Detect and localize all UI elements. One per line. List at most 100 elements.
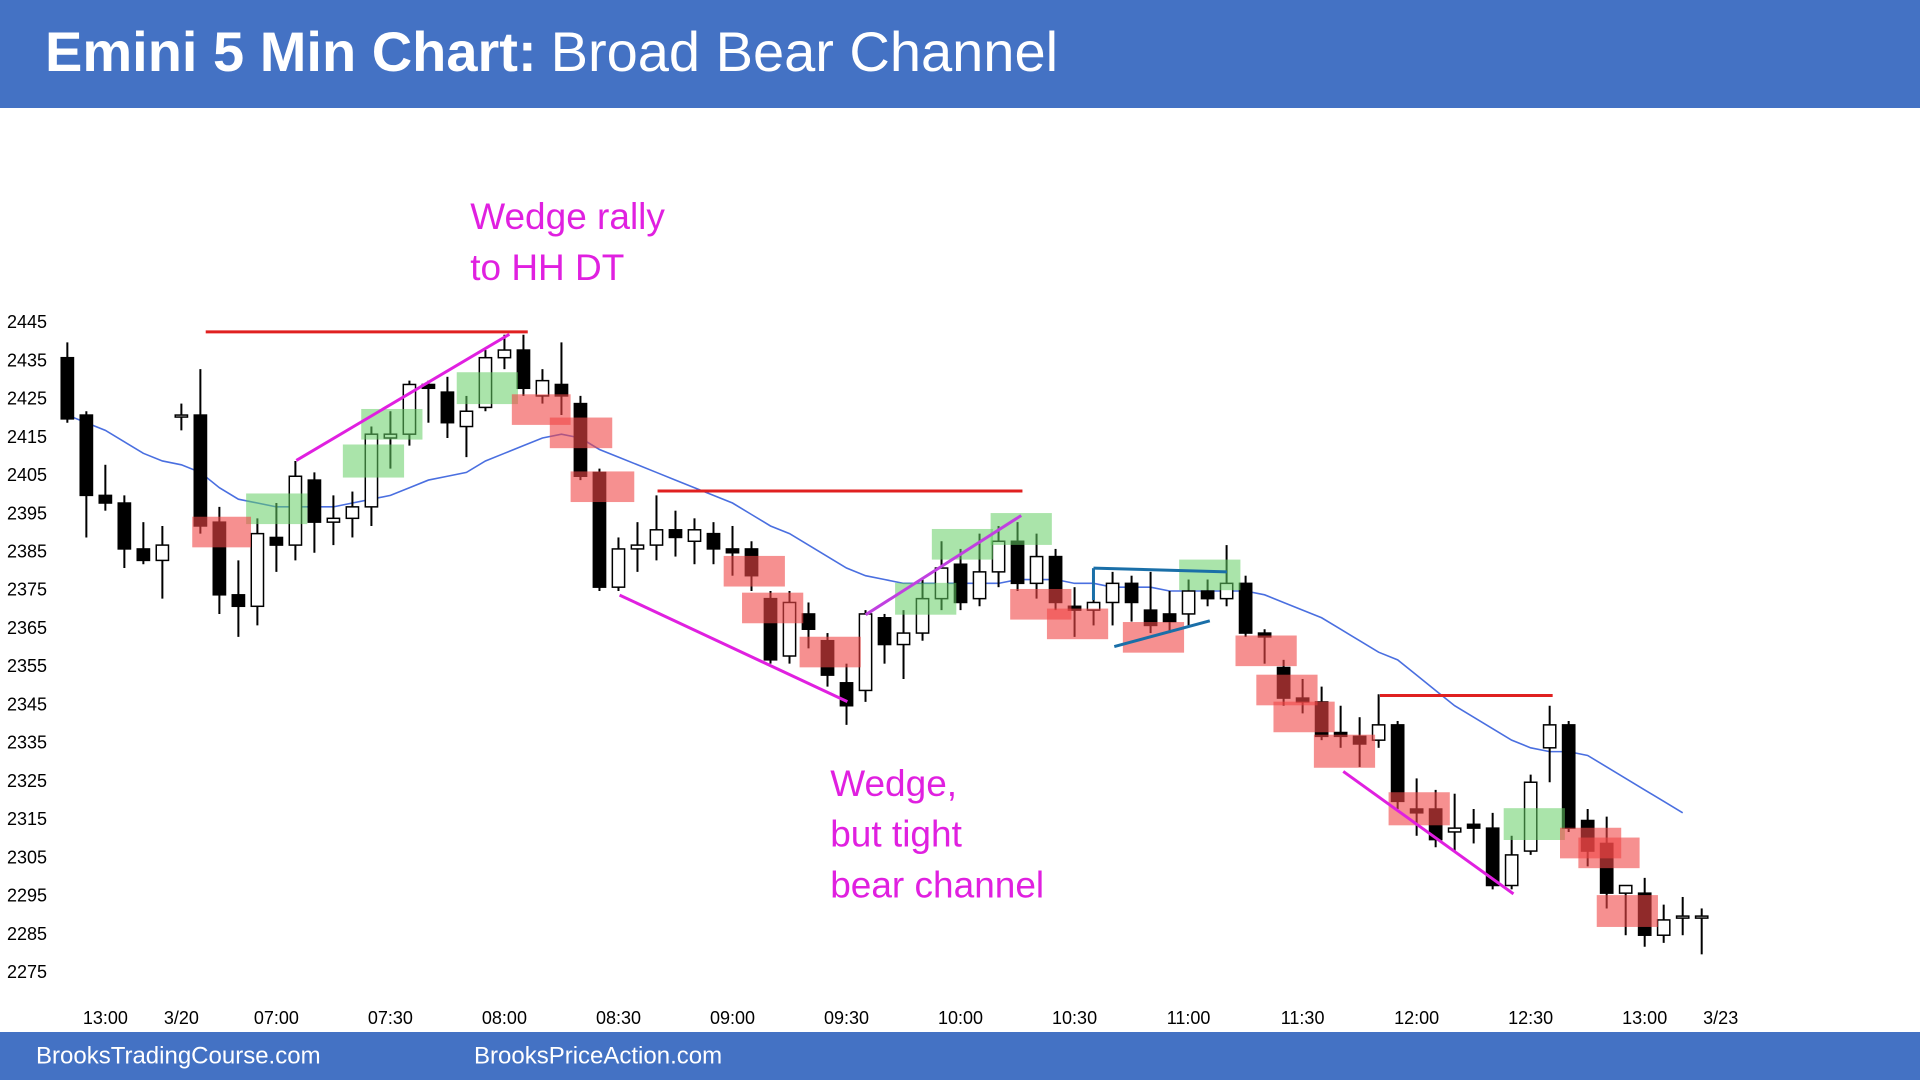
- annotation: Wedge,: [830, 763, 957, 804]
- ema-line: [67, 414, 1684, 814]
- bull-highlight: [1179, 559, 1241, 591]
- y-tick-label: 2445: [7, 312, 47, 332]
- candle-body: [1200, 590, 1215, 600]
- candle-body: [630, 544, 645, 550]
- bear-highlight: [1388, 792, 1450, 826]
- candle-body: [991, 540, 1006, 573]
- candle-body: [858, 613, 873, 692]
- x-tick-label: 12:30: [1508, 1008, 1553, 1028]
- y-tick-label: 2375: [7, 580, 47, 600]
- y-tick-label: 2365: [7, 618, 47, 638]
- x-tick-label: 13:00: [83, 1008, 128, 1028]
- x-tick-label: 09:00: [710, 1008, 755, 1028]
- triangle-line: [1113, 619, 1211, 648]
- y-tick-label: 2405: [7, 465, 47, 485]
- candle-body: [117, 502, 132, 550]
- wedge-line: [1342, 770, 1515, 896]
- candle-body: [668, 529, 683, 539]
- candle-body: [801, 613, 816, 630]
- y-tick-label: 2345: [7, 694, 47, 714]
- candle-body: [1010, 540, 1025, 585]
- footer-text: BrooksTradingCourse.com: [36, 1042, 321, 1069]
- candle-body: [1162, 613, 1177, 623]
- y-tick-label: 2305: [7, 847, 47, 867]
- candle-body: [269, 536, 284, 546]
- candle-body: [972, 571, 987, 600]
- x-tick-label: 07:30: [368, 1008, 413, 1028]
- candle-body: [98, 494, 113, 504]
- bear-highlight: [799, 636, 861, 668]
- bull-highlight: [456, 372, 518, 405]
- y-tick-label: 2425: [7, 389, 47, 409]
- bear-highlight: [723, 555, 785, 587]
- candle-body: [1485, 827, 1500, 887]
- annotation: to HH DT: [470, 247, 624, 288]
- candle-body: [1656, 919, 1671, 936]
- candle-body: [877, 617, 892, 646]
- bear-highlight: [549, 417, 613, 449]
- x-tick-label: 10:30: [1052, 1008, 1097, 1028]
- candle-body: [1618, 884, 1633, 894]
- candle-body: [1390, 724, 1405, 803]
- y-tick-label: 2295: [7, 886, 47, 906]
- candle-body: [725, 548, 740, 554]
- bull-highlight: [895, 582, 957, 615]
- candle-body: [554, 383, 569, 397]
- annotation: but tight: [830, 814, 962, 855]
- bear-highlight: [742, 592, 804, 624]
- candle-body: [1181, 590, 1196, 615]
- y-tick-label: 2325: [7, 771, 47, 791]
- candle-body: [1371, 724, 1386, 741]
- bull-highlight: [342, 444, 405, 478]
- candle-body: [706, 532, 721, 550]
- title-main: Emini 5 Min Chart:: [45, 20, 537, 83]
- y-tick-label: 2275: [7, 962, 47, 982]
- candle-body: [79, 414, 94, 497]
- candle-body: [250, 532, 265, 608]
- candle-body: [440, 391, 455, 424]
- candle-body: [459, 410, 474, 428]
- bear-highlight: [192, 516, 252, 548]
- candle-body: [307, 479, 322, 523]
- candle-body: [1694, 915, 1709, 919]
- x-tick-label: 3/20: [164, 1008, 199, 1028]
- x-tick-label: 09:30: [824, 1008, 869, 1028]
- bear-highlight: [1313, 734, 1376, 768]
- y-tick-label: 2435: [7, 350, 47, 370]
- candle-body: [231, 594, 246, 608]
- y-tick-label: 2315: [7, 809, 47, 829]
- candle-body: [535, 379, 550, 397]
- candle-body: [1238, 582, 1253, 634]
- x-tick-label: 08:30: [596, 1008, 641, 1028]
- x-tick-label: 12:00: [1394, 1008, 1439, 1028]
- candle-body: [1029, 555, 1044, 585]
- x-tick-label: 3/23: [1703, 1008, 1738, 1028]
- candle-body: [896, 632, 911, 646]
- candle-body: [516, 349, 531, 390]
- annotation: Wedge rally: [470, 196, 665, 237]
- y-tick-label: 2395: [7, 503, 47, 523]
- wedge-line: [618, 593, 848, 703]
- y-tick-label: 2335: [7, 733, 47, 753]
- y-tick-label: 2385: [7, 541, 47, 561]
- chart-title: Emini 5 Min Chart: Broad Bear Channel: [45, 20, 1058, 83]
- candle-body: [1466, 823, 1481, 829]
- y-tick-label: 2285: [7, 924, 47, 944]
- x-tick-label: 07:00: [254, 1008, 299, 1028]
- annotation: bear channel: [830, 865, 1044, 906]
- bull-highlight: [246, 493, 308, 525]
- candle-body: [1124, 582, 1139, 604]
- candle-body: [1675, 915, 1690, 919]
- bull-highlight: [361, 408, 423, 440]
- candle-body: [1542, 724, 1557, 749]
- bear-highlight: [1235, 635, 1297, 667]
- candle-body: [193, 414, 208, 527]
- candle-body: [649, 529, 664, 546]
- candle-body: [1447, 827, 1462, 833]
- bull-highlight: [1503, 808, 1565, 840]
- bear-highlight: [1578, 837, 1640, 869]
- bear-highlight: [1256, 674, 1318, 706]
- candle-body: [687, 529, 702, 543]
- candle-body: [60, 356, 75, 420]
- footer-band: [0, 1032, 1920, 1080]
